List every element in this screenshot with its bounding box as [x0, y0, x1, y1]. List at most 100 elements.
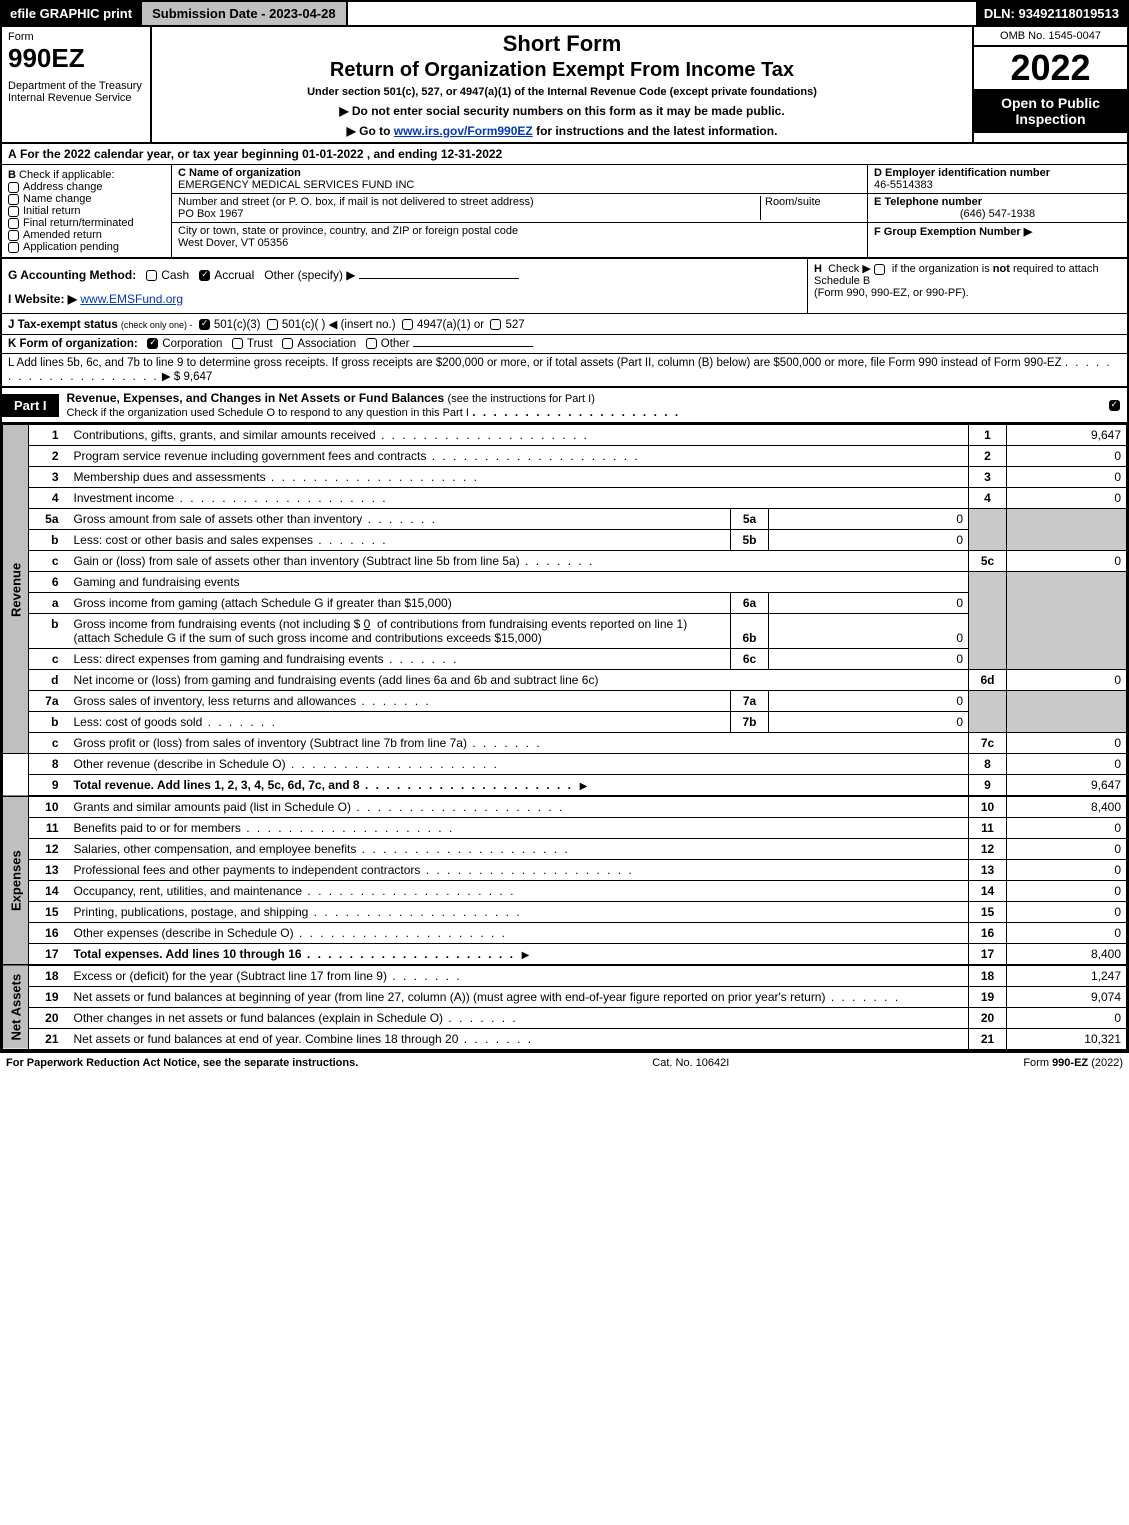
dept-irs: Internal Revenue Service	[8, 92, 144, 104]
g-other-blank[interactable]	[359, 278, 519, 279]
j-hint: (check only one) -	[121, 320, 193, 330]
dln-value: DLN: 93492118019513	[976, 2, 1127, 25]
footer-right-form: 990-EZ	[1052, 1057, 1088, 1069]
checkbox-address-change[interactable]	[8, 182, 19, 193]
l16-v: 0	[1007, 923, 1127, 944]
checkbox-trust[interactable]	[232, 338, 243, 349]
org-name: EMERGENCY MEDICAL SERVICES FUND INC	[178, 179, 861, 191]
l21-n: 21	[29, 1029, 69, 1050]
l20-v: 0	[1007, 1008, 1127, 1029]
l19-d: Net assets or fund balances at beginning…	[69, 987, 969, 1008]
l11-v: 0	[1007, 818, 1127, 839]
table-row: b Less: cost of goods sold 7b 0	[3, 712, 1127, 733]
row-a-text: For the 2022 calendar year, or tax year …	[20, 147, 502, 161]
table-row: 4 Investment income 4 0	[3, 488, 1127, 509]
l8-n: 8	[29, 754, 69, 775]
checkbox-amended-return[interactable]	[8, 230, 19, 241]
l18-rn: 18	[969, 965, 1007, 987]
g-label: G Accounting Method:	[8, 268, 136, 282]
l17-d: Total expenses. Add lines 10 through 16 …	[69, 944, 969, 966]
l20-n: 20	[29, 1008, 69, 1029]
l7ab-v-shade	[1007, 691, 1127, 733]
l17-n: 17	[29, 944, 69, 966]
checkbox-527[interactable]	[490, 319, 501, 330]
l6a-n: a	[29, 593, 69, 614]
l6d-v: 0	[1007, 670, 1127, 691]
checkbox-accrual[interactable]	[199, 270, 210, 281]
l10-v: 8,400	[1007, 796, 1127, 818]
efile-print[interactable]: efile GRAPHIC print	[2, 2, 140, 25]
l11-rn: 11	[969, 818, 1007, 839]
checkbox-501c3[interactable]	[199, 319, 210, 330]
checkbox-h[interactable]	[874, 264, 885, 275]
l3-d: Membership dues and assessments	[69, 467, 969, 488]
letter-h: H	[814, 263, 822, 275]
website-link[interactable]: www.EMSFund.org	[80, 292, 183, 306]
c-city-row: City or town, state or province, country…	[172, 223, 867, 251]
l2-n: 2	[29, 446, 69, 467]
table-row: Revenue 1 Contributions, gifts, grants, …	[3, 425, 1127, 446]
l19-v: 9,074	[1007, 987, 1127, 1008]
k-other-blank[interactable]	[413, 346, 533, 347]
l9-d: Total revenue. Add lines 1, 2, 3, 4, 5c,…	[69, 775, 969, 797]
l19-rn: 19	[969, 987, 1007, 1008]
checkbox-501c[interactable]	[267, 319, 278, 330]
l14-v: 0	[1007, 881, 1127, 902]
checkbox-final-return[interactable]	[8, 218, 19, 229]
table-row: c Gross profit or (loss) from sales of i…	[3, 733, 1127, 754]
l8-d: Other revenue (describe in Schedule O)	[69, 754, 969, 775]
part-i-dots	[472, 405, 680, 419]
l7b-sv: 0	[769, 712, 969, 733]
l9-rn: 9	[969, 775, 1007, 797]
j-o2a: ◀ (insert no.)	[329, 319, 396, 331]
checkbox-cash[interactable]	[146, 270, 157, 281]
j-label: J Tax-exempt status	[8, 319, 118, 331]
checkbox-application-pending[interactable]	[8, 242, 19, 253]
table-row: 17 Total expenses. Add lines 10 through …	[3, 944, 1127, 966]
l5ab-v-shade	[1007, 509, 1127, 551]
l6c-sv: 0	[769, 649, 969, 670]
checkbox-corp[interactable]	[147, 338, 158, 349]
form-header: Form 990EZ Department of the Treasury In…	[2, 27, 1127, 144]
footer-right-post: (2022)	[1088, 1057, 1123, 1069]
schedule-o-checkbox-cell	[1105, 398, 1127, 412]
l16-rn: 16	[969, 923, 1007, 944]
l5a-sv: 0	[769, 509, 969, 530]
l5a-d: Gross amount from sale of assets other t…	[69, 509, 731, 530]
table-row: 21 Net assets or fund balances at end of…	[3, 1029, 1127, 1050]
l6d-n: d	[29, 670, 69, 691]
table-row: a Gross income from gaming (attach Sched…	[3, 593, 1127, 614]
d-row: D Employer identification number 46-5514…	[868, 165, 1127, 194]
checkbox-name-change[interactable]	[8, 194, 19, 205]
table-row: 16 Other expenses (describe in Schedule …	[3, 923, 1127, 944]
goto-link[interactable]: www.irs.gov/Form990EZ	[394, 124, 533, 138]
l11-d: Benefits paid to or for members	[69, 818, 969, 839]
l3-v: 0	[1007, 467, 1127, 488]
table-row: 7a Gross sales of inventory, less return…	[3, 691, 1127, 712]
part-i-header: Part I Revenue, Expenses, and Changes in…	[2, 386, 1127, 424]
checkbox-4947[interactable]	[402, 319, 413, 330]
k-row: K Form of organization: Corporation Trus…	[2, 335, 1127, 354]
table-row: c Gain or (loss) from sale of assets oth…	[3, 551, 1127, 572]
header-center: Short Form Return of Organization Exempt…	[152, 27, 972, 142]
l12-n: 12	[29, 839, 69, 860]
l12-rn: 12	[969, 839, 1007, 860]
l5b-sv: 0	[769, 530, 969, 551]
part-i-title: Revenue, Expenses, and Changes in Net As…	[59, 388, 1105, 422]
checkbox-schedule-o[interactable]	[1109, 400, 1120, 411]
table-row: Net Assets 18 Excess or (deficit) for th…	[3, 965, 1127, 987]
dept-treasury: Department of the Treasury	[8, 80, 144, 92]
part-i-title-text: Revenue, Expenses, and Changes in Net As…	[67, 391, 445, 405]
checkbox-initial-return[interactable]	[8, 206, 19, 217]
checkbox-other-org[interactable]	[366, 338, 377, 349]
city-value: West Dover, VT 05356	[178, 237, 518, 249]
form-word: Form	[8, 31, 144, 43]
checkbox-assoc[interactable]	[282, 338, 293, 349]
b-item-5: Application pending	[23, 241, 119, 253]
l6b-sv: 0	[769, 614, 969, 649]
row-a: A For the 2022 calendar year, or tax yea…	[2, 144, 1127, 165]
l6-n: 6	[29, 572, 69, 593]
title-main: Return of Organization Exempt From Incom…	[160, 59, 964, 82]
l-value: 9,647	[184, 371, 213, 383]
section-bcd: B Check if applicable: Address change Na…	[2, 165, 1127, 259]
